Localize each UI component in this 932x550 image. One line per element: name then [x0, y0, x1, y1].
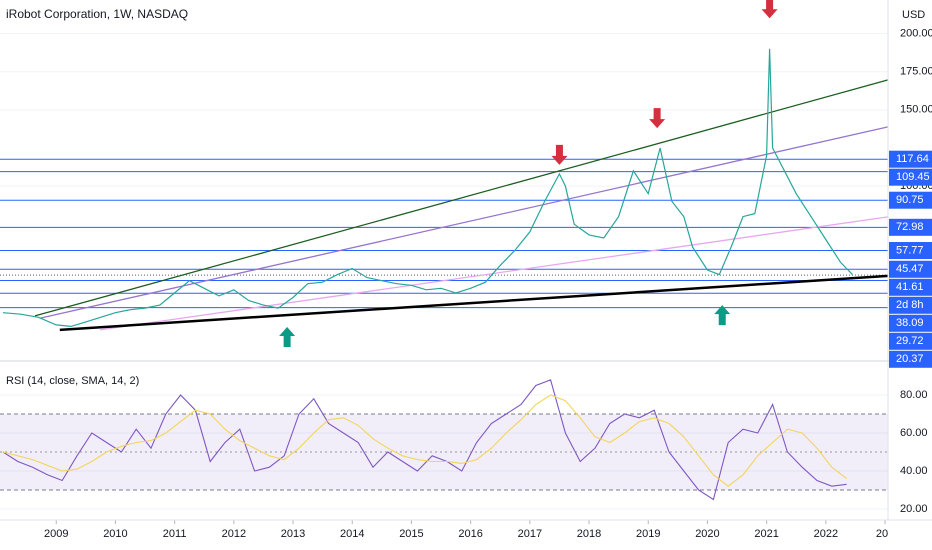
rsi-line — [2, 394, 847, 487]
price-badge — [889, 191, 932, 209]
plot: 2009 2010 2011 2012 2013 2014 2015 2016 2017 2018… — [0, 0, 894, 540]
price-badge — [889, 218, 932, 236]
x-tick-label: 2014 — [340, 528, 364, 540]
arrow — [279, 327, 296, 348]
price-badge-label: 57.77 — [896, 244, 924, 256]
price-badge — [889, 350, 932, 368]
price-badge-label: 38.09 — [896, 317, 924, 329]
price-badge-label: 90.75 — [896, 194, 924, 206]
x-tick-label: 2016 — [458, 528, 482, 540]
trendline — [99, 216, 889, 331]
x-tick-label: 2018 — [577, 528, 601, 540]
rsi-title: RSI (14, close, SMA, 14, 2) — [6, 375, 139, 387]
price-badge-label: 109.45 — [896, 171, 930, 183]
price-badge-label: 117.64 — [896, 153, 929, 165]
currency: USD — [902, 9, 925, 21]
countdown-badge — [889, 296, 932, 314]
y-tick-label: 150.00 — [900, 104, 932, 116]
rsi-band — [0, 414, 888, 490]
price-badge — [889, 278, 932, 296]
price-badge-label: 72.98 — [896, 221, 924, 233]
price-badge — [889, 260, 932, 278]
price-badge-label: 41.61 — [896, 281, 924, 293]
arrow — [714, 305, 731, 326]
x-tick-label: 2020 — [695, 528, 719, 540]
price-line — [2, 48, 853, 328]
y-tick-label: 60.00 — [900, 427, 928, 439]
x-tick-label: 2012 — [222, 528, 246, 540]
y-tick-label: 20.00 — [900, 503, 928, 515]
chart-title: iRobot Corporation, 1W, NASDAQ — [6, 7, 188, 21]
y-tick-label: 40.00 — [900, 465, 928, 477]
arrow — [649, 108, 666, 129]
x-tick-label: 2015 — [399, 528, 423, 540]
price-badge — [889, 168, 932, 186]
x-tick-label: 2022 — [814, 528, 838, 540]
price-badge-label: 20.37 — [896, 353, 924, 365]
x-tick-label: 2010 — [103, 528, 127, 540]
price-badge — [889, 314, 932, 332]
x-tick-label: 2013 — [281, 528, 305, 540]
x-tick-label: 2017 — [518, 528, 542, 540]
price-badge-label: 29.72 — [896, 335, 924, 347]
price-badge-label: 45.47 — [896, 263, 924, 275]
y-tick-label: 175.00 — [900, 66, 932, 78]
arrow — [761, 0, 778, 19]
x-tick-label: 2011 — [163, 528, 187, 540]
x-tick-label: 2009 — [44, 528, 68, 540]
trendline — [34, 79, 889, 317]
y-tick-label: 80.00 — [900, 389, 928, 401]
price-badge — [889, 150, 932, 168]
price-badge — [889, 332, 932, 350]
trendline — [40, 126, 889, 319]
arrow — [551, 144, 568, 165]
overlay: 200.00175.00150.00100.0080.0060.0040.002… — [889, 27, 932, 515]
trendline — [59, 274, 889, 332]
countdown-label: 2d 8h — [896, 299, 924, 311]
x-tick-label: 2021 — [754, 528, 778, 540]
rsi-line — [2, 379, 847, 501]
y-tick-label: 200.00 — [900, 27, 932, 39]
price-badge — [889, 242, 932, 260]
x-tick-label: 2019 — [636, 528, 660, 540]
